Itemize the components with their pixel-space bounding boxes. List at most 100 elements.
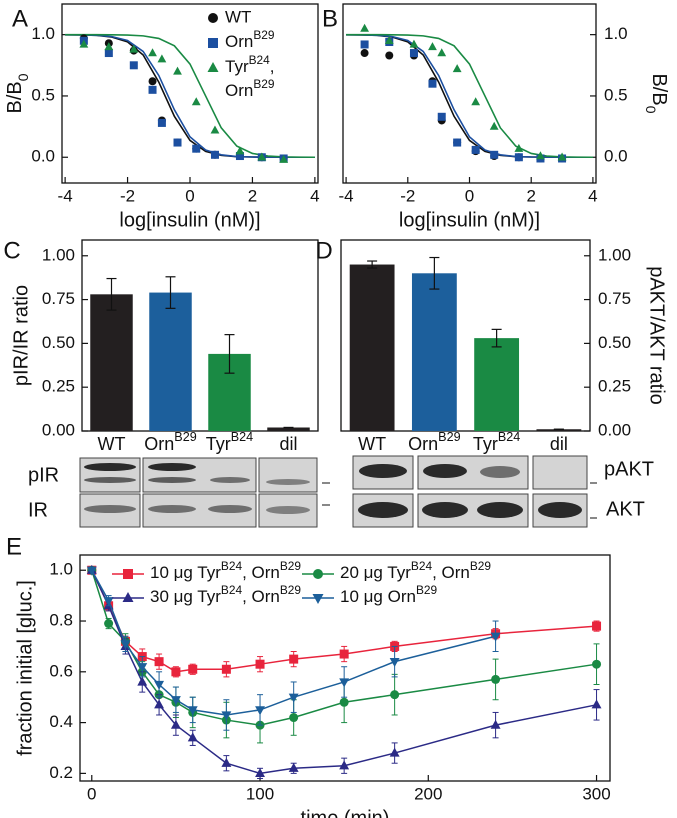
legend-label: OrnB29 <box>225 28 275 51</box>
legend-label: 30 μg TyrB24, OrnB29 <box>150 583 301 606</box>
marker <box>154 680 165 690</box>
marker <box>471 97 481 106</box>
band <box>210 477 250 483</box>
y-tick-label: 1.00 <box>598 245 631 264</box>
text-part: B/B <box>648 73 670 105</box>
fit-curve <box>65 33 315 159</box>
y-axis-label: B/B0 <box>643 73 669 113</box>
x-tick-label: OrnB29 <box>144 430 196 453</box>
x-tick-label: 0 <box>185 186 194 205</box>
fit-curve <box>346 33 593 159</box>
panel-label: D <box>315 237 332 264</box>
x-axis-label: time (min) <box>301 807 390 818</box>
x-tick-label: -4 <box>339 186 354 205</box>
marker <box>360 40 369 49</box>
x-tick-label: WT <box>98 434 126 454</box>
band <box>148 463 196 471</box>
marker <box>221 711 232 721</box>
bar <box>90 294 133 431</box>
marker <box>86 566 97 576</box>
marker <box>491 674 501 684</box>
text-part: , <box>270 57 275 76</box>
marker <box>192 144 201 153</box>
marker <box>490 719 501 729</box>
text-part: B29 <box>253 77 275 91</box>
marker <box>103 597 114 607</box>
y-tick-label: 1.00 <box>42 245 75 264</box>
band <box>480 466 520 478</box>
blot-label: AKT <box>606 498 645 520</box>
marker <box>289 654 299 664</box>
text-part: 10 μg Orn <box>340 587 416 606</box>
text-part: Tyr <box>473 434 498 454</box>
marker <box>289 713 299 723</box>
marker <box>452 64 462 73</box>
marker <box>536 151 545 160</box>
text-part: B29 <box>470 559 492 573</box>
marker <box>288 693 299 703</box>
bar <box>349 264 395 431</box>
bar <box>536 429 582 431</box>
marker <box>171 667 181 677</box>
marker <box>148 48 157 57</box>
x-tick-label: 4 <box>588 186 597 205</box>
blot-box <box>142 457 257 493</box>
marker <box>389 658 400 668</box>
marker <box>173 66 182 75</box>
marker <box>148 77 157 86</box>
y-tick-label: 0.4 <box>49 712 73 731</box>
band <box>84 477 136 483</box>
blot-label: pIR <box>28 464 59 486</box>
text-part: B24 <box>498 430 520 444</box>
marker <box>235 146 245 155</box>
text-part: B/B <box>4 81 26 113</box>
text-part: B24 <box>231 430 253 444</box>
marker <box>129 61 138 70</box>
marker <box>221 664 231 674</box>
marker <box>104 619 114 629</box>
marker <box>437 112 446 121</box>
x-tick-label: -4 <box>58 186 73 205</box>
legend-label: 10 μg TyrB24, OrnB29 <box>150 559 301 582</box>
marker <box>384 35 394 44</box>
fit-curve <box>65 33 315 159</box>
plot-frame <box>81 239 319 432</box>
bar <box>267 427 310 431</box>
legend-marker <box>123 569 133 579</box>
text-part: 10 μg Tyr <box>150 563 221 582</box>
y-axis-label: fraction initial [gluc.] <box>14 580 36 756</box>
marker <box>339 649 349 659</box>
band <box>148 477 196 483</box>
x-tick-label: dil <box>550 434 568 454</box>
marker <box>257 152 267 161</box>
y-tick-label: 0.6 <box>49 661 73 680</box>
fit-curve <box>346 33 593 159</box>
marker <box>592 659 602 669</box>
text-part: Tyr <box>225 57 249 76</box>
y-tick-label: 0.50 <box>598 333 631 352</box>
blot-c: pIR IR <box>28 457 330 528</box>
x-tick-label: 200 <box>414 784 442 803</box>
band <box>266 506 310 514</box>
marker <box>557 152 567 161</box>
text-part: Tyr <box>206 434 231 454</box>
marker <box>137 676 148 686</box>
y-tick-label: 0.25 <box>598 377 631 396</box>
marker <box>191 97 201 106</box>
marker <box>104 49 113 58</box>
text-part: B29 <box>253 28 275 42</box>
y-axis-label: B/B0 <box>4 73 30 113</box>
text-part: Orn <box>408 434 438 454</box>
legend-label: OrnB29 <box>225 77 275 100</box>
marker <box>137 663 148 673</box>
marker <box>453 138 462 147</box>
band <box>423 464 467 478</box>
text-part: B29 <box>174 430 196 444</box>
marker <box>514 143 524 152</box>
y-tick-label: 0.00 <box>598 420 631 439</box>
x-tick-label: WT <box>358 434 386 454</box>
text-part: B29 <box>438 430 460 444</box>
legend-label: WT <box>225 7 251 26</box>
marker <box>279 154 289 163</box>
blot-box <box>258 457 318 493</box>
